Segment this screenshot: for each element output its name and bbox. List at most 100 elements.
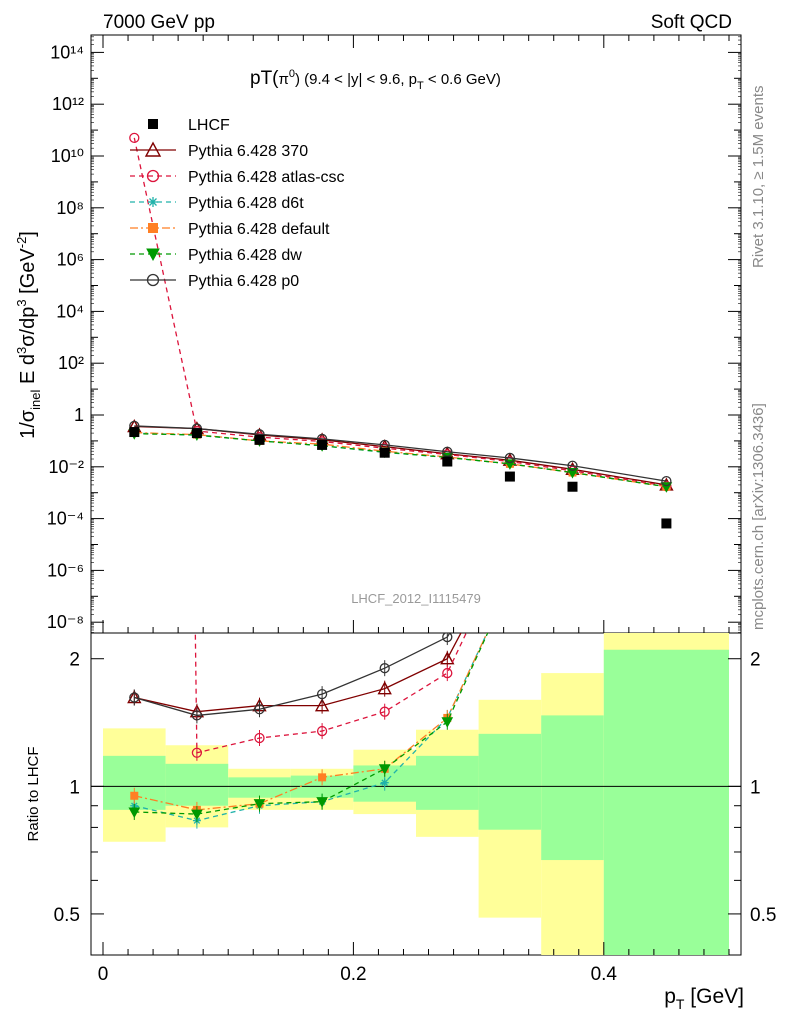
series-point-ratio (506, 580, 514, 588)
y-tick-label-ratio: 0.5 (54, 905, 80, 926)
series-point-ratio (662, 103, 671, 112)
axes: 10⁻⁸ 10⁻⁶ 10⁻⁴ 10⁻² 1 10² 10⁴ 10⁶ 10⁸ 10¹⁰ 10¹² 10¹… (47, 35, 776, 985)
green-band (165, 763, 229, 806)
series-point-main (129, 132, 140, 144)
series-point-ratio (316, 688, 328, 700)
y-tick-label-main: 10⁶ (57, 250, 84, 270)
series-point-main (566, 468, 579, 479)
series-point-ratio (379, 706, 390, 717)
lhcf-data-point (191, 428, 202, 439)
main-series (127, 132, 674, 529)
series-point-ratio (191, 809, 203, 821)
series-point-ratio (662, 190, 670, 198)
energy-label: 7000 GeV pp (103, 12, 215, 33)
series-point-ratio (377, 681, 392, 695)
series-point-ratio (379, 663, 390, 674)
y-tick-label-ratio-right: 1 (750, 777, 761, 798)
series-point-ratio (442, 667, 453, 679)
series-point-ratio (254, 704, 265, 715)
lhcf-data-point (504, 471, 515, 482)
y-tick-label-ratio: 2 (69, 650, 80, 671)
lhcf-data-point (254, 434, 265, 445)
series-point-ratio (662, 189, 671, 198)
series-point-ratio (314, 698, 330, 712)
series-point-ratio (378, 764, 391, 775)
y-tick-label-ratio-right: 0.5 (750, 905, 776, 926)
legend-label: Pythia 6.428 default (188, 221, 330, 238)
y-tick-label-main: 1 (74, 405, 84, 425)
series-point-ratio (506, 580, 514, 588)
y-tick-label-main: 10⁴ (56, 301, 84, 321)
x-tick-label: 0 (98, 964, 109, 985)
y-tick-label-main: 10¹⁴ (50, 42, 84, 62)
series-point-ratio (660, 188, 672, 199)
series-point-ratio (254, 732, 265, 744)
series-point-ratio (567, 503, 579, 514)
x-axis-label: pT [GeV] (664, 985, 744, 1012)
mcplots-label: mcplots.cern.ch [arXiv:1306.3436] (750, 403, 767, 630)
series-point-ratio (505, 527, 514, 536)
x-tick-label: 0.4 (591, 964, 618, 985)
rivet-version-label: Rivet 3.1.10, ≥ 1.5M events (750, 86, 767, 269)
ratio-frame (90, 632, 742, 956)
series-point-ratio (505, 580, 515, 589)
series-line-main (134, 425, 667, 486)
legend: LHCF Pythia 6.428 370 Pythia 6.428 atlas-c… (130, 117, 345, 290)
series-point-ratio (569, 552, 577, 560)
series-point-ratio (661, 190, 671, 199)
legend-label: Pythia 6.428 p0 (188, 273, 299, 290)
series-point-main (504, 452, 516, 464)
lhcf-data-point (567, 481, 578, 492)
series-point-ratio (440, 651, 455, 665)
series-point-main (567, 460, 578, 471)
legend-marker (148, 223, 158, 233)
series-point-ratio (568, 552, 578, 561)
y-axis-label-ratio: Ratio to LHCF (25, 746, 42, 841)
y-tick-label-main: 10¹² (52, 94, 84, 114)
series-point-ratio (441, 717, 454, 728)
series-point-ratio (569, 552, 577, 560)
ratio-uncertainty-bands (103, 633, 729, 955)
series-line-ratio (134, 633, 462, 713)
y-axis-label-main: 1/σinel E d3σ/dp3 [GeV-2] (14, 231, 43, 439)
series-point-ratio (380, 778, 389, 787)
green-band (603, 649, 729, 955)
legend-marker (144, 141, 162, 157)
series-point-ratio (191, 710, 203, 721)
series-line-main (134, 433, 667, 488)
series-line-main (134, 431, 667, 488)
series-line-main (134, 432, 667, 488)
lhcf-data-point (661, 518, 672, 529)
green-band (478, 733, 542, 830)
lhcf-data-point (442, 456, 453, 467)
series-point-ratio (191, 747, 203, 758)
lhcf-data-point (129, 427, 140, 438)
series-point-ratio (504, 535, 516, 546)
legend-marker (146, 169, 160, 183)
y-tick-label-ratio-right: 2 (750, 650, 761, 671)
x-tick-label: 0.2 (340, 964, 366, 985)
legend-label: Pythia 6.428 d6t (188, 195, 304, 212)
series-point-ratio (318, 773, 327, 782)
y-tick-label-main: 10² (58, 353, 84, 373)
y-tick-label-main: 10⁸ (56, 198, 84, 218)
legend-marker (146, 273, 160, 287)
lhcf-data-point (317, 439, 328, 450)
series-point-ratio (505, 536, 514, 545)
legend-marker-lhcf (148, 119, 158, 129)
series-point-ratio (662, 190, 670, 198)
green-band (228, 777, 291, 798)
legend-marker (148, 197, 158, 207)
y-tick-label-main: 10⁻² (48, 457, 84, 477)
legend-label: Pythia 6.428 dw (188, 247, 302, 264)
y-tick-label-main: 10⁻⁸ (47, 612, 84, 632)
series-point-ratio (316, 725, 328, 737)
series-line-main (134, 425, 667, 482)
green-band (541, 715, 604, 861)
chart-title: pT(π0) (9.4 < |y| < 9.6, pT < 0.6 GeV) (250, 68, 501, 92)
series-point-ratio (128, 807, 141, 818)
legend-marker (146, 248, 160, 262)
series-point-ratio (253, 799, 266, 810)
